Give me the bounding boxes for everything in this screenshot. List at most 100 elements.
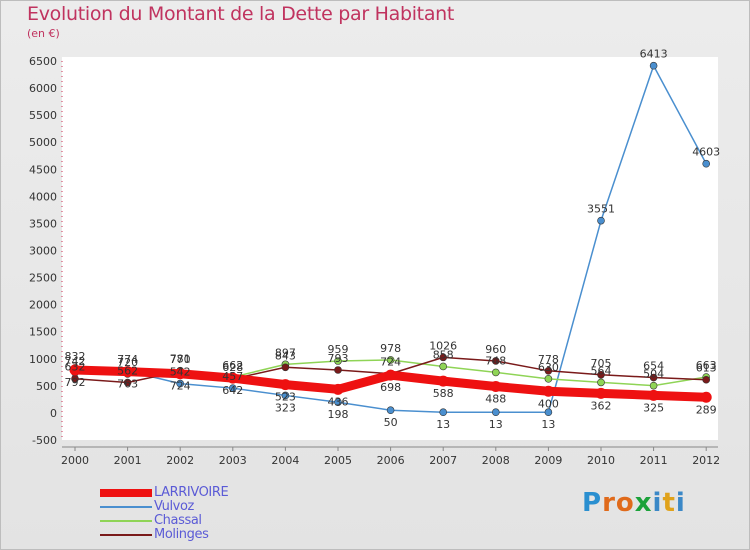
data-label-vulvoz: 3551	[587, 203, 615, 216]
y-tick-label: 2000	[29, 299, 57, 312]
legend-label: Molinges	[154, 527, 209, 542]
data-label-molinges: 705	[591, 357, 612, 370]
data-label-molinges: 613	[696, 362, 717, 375]
y-tick-label: 3500	[29, 217, 57, 230]
data-label-chassal: 720	[117, 356, 138, 369]
data-point-chassal	[649, 381, 658, 390]
data-point-molinges	[702, 375, 711, 384]
data-point-molinges	[439, 353, 448, 362]
data-label-molinges: 1026	[429, 339, 457, 352]
data-label-vulvoz: 774	[117, 353, 138, 366]
data-label-vulvoz: 13	[436, 418, 450, 431]
data-label-vulvoz: 742	[65, 355, 86, 368]
data-label-larrivoire: 724	[170, 380, 191, 393]
y-tick-label: 5000	[29, 136, 57, 149]
data-label-vulvoz: 6413	[640, 48, 668, 61]
data-label-chassal: 897	[275, 346, 296, 359]
data-point-chassal	[544, 375, 553, 383]
y-tick-label: 6500	[29, 55, 57, 68]
data-point-molinges	[544, 367, 553, 375]
y-tick-label: 4500	[29, 163, 57, 176]
chart-title: Evolution du Montant de la Dette par Hab…	[27, 3, 455, 25]
data-label-molinges: 960	[485, 343, 506, 356]
data-point-larrivoire	[174, 368, 186, 380]
x-tick-label: 2002	[166, 454, 194, 467]
x-tick-label: 2000	[61, 454, 89, 467]
x-tick-label: 2011	[640, 454, 668, 467]
legend-label: Chassal	[154, 513, 202, 528]
data-label-molinges: 654	[643, 360, 664, 373]
x-tick-label: 2007	[429, 454, 457, 467]
legend-swatch	[100, 506, 152, 508]
data-point-chassal	[597, 378, 605, 387]
data-label-larrivoire: 763	[117, 378, 138, 391]
y-tick-label: 3000	[29, 245, 57, 258]
data-label-chassal: 564	[591, 364, 612, 377]
y-tick-label: 5500	[29, 109, 57, 122]
y-tick-label: 0	[50, 407, 57, 420]
y-tick-label: -500	[32, 434, 57, 447]
data-point-molinges	[334, 366, 342, 374]
data-label-vulvoz: 323	[275, 401, 296, 414]
data-label-larrivoire: 325	[643, 401, 664, 414]
x-tick-label: 2009	[534, 454, 562, 467]
data-label-vulvoz: 457	[222, 370, 243, 383]
data-point-molinges	[281, 363, 290, 372]
proxiti-logo: Proxiti	[582, 488, 686, 518]
data-label-larrivoire: 523	[275, 391, 296, 404]
data-label-vulvoz: 13	[541, 418, 555, 431]
data-label-chassal: 504	[643, 368, 664, 381]
legend-swatch	[100, 489, 152, 497]
data-label-chassal: 959	[328, 343, 349, 356]
y-tick-label: 1500	[29, 326, 57, 339]
legend-swatch	[100, 534, 152, 536]
data-point-chassal	[491, 368, 500, 377]
data-label-molinges: 843	[275, 349, 296, 362]
legend-label: Vulvoz	[154, 499, 194, 514]
data-label-larrivoire: 792	[65, 376, 86, 389]
data-label-molinges: 632	[65, 361, 86, 374]
data-label-larrivoire: 289	[696, 403, 717, 416]
data-label-larrivoire: 436	[328, 395, 349, 408]
data-point-larrivoire	[648, 389, 660, 401]
data-point-molinges	[491, 357, 500, 365]
data-label-chassal: 832	[65, 350, 86, 363]
data-point-vulvoz	[334, 398, 342, 407]
data-point-larrivoire	[227, 372, 239, 384]
data-point-vulvoz	[544, 408, 553, 417]
y-tick-label: 4000	[29, 190, 57, 203]
data-point-larrivoire	[700, 391, 712, 403]
data-point-vulvoz	[176, 379, 184, 388]
data-point-larrivoire	[490, 381, 502, 393]
data-label-chassal: 858	[433, 348, 454, 361]
data-label-larrivoire: 588	[433, 387, 454, 400]
data-label-vulvoz: 50	[384, 416, 398, 429]
chart-unit-label: (en €)	[27, 27, 60, 40]
y-tick-label: 1000	[29, 353, 57, 366]
data-point-vulvoz	[649, 61, 658, 70]
data-label-chassal: 748	[485, 354, 506, 367]
y-tick-label: 500	[36, 380, 57, 393]
data-label-chassal: 781	[170, 353, 191, 366]
y-tick-label: 2500	[29, 272, 57, 285]
data-label-larrivoire: 488	[485, 393, 506, 406]
data-point-chassal	[386, 356, 395, 364]
data-label-vulvoz: 198	[328, 408, 349, 421]
data-label-molinges: 778	[538, 353, 559, 366]
data-label-vulvoz: 13	[489, 418, 503, 431]
data-point-molinges	[649, 373, 658, 382]
data-point-molinges	[597, 370, 605, 379]
data-point-larrivoire	[279, 379, 291, 391]
data-label-vulvoz: 4603	[692, 146, 720, 159]
data-point-vulvoz	[597, 216, 605, 225]
legend-label: LARRIVOIRE	[154, 485, 229, 500]
x-tick-label: 2004	[271, 454, 299, 467]
data-point-larrivoire	[437, 375, 449, 387]
x-tick-label: 2010	[587, 454, 615, 467]
data-label-larrivoire: 362	[591, 399, 612, 412]
data-point-larrivoire	[595, 387, 607, 399]
data-point-vulvoz	[281, 391, 290, 400]
x-tick-label: 2001	[114, 454, 142, 467]
data-label-molinges: 724	[380, 356, 401, 369]
data-point-larrivoire	[542, 385, 554, 397]
